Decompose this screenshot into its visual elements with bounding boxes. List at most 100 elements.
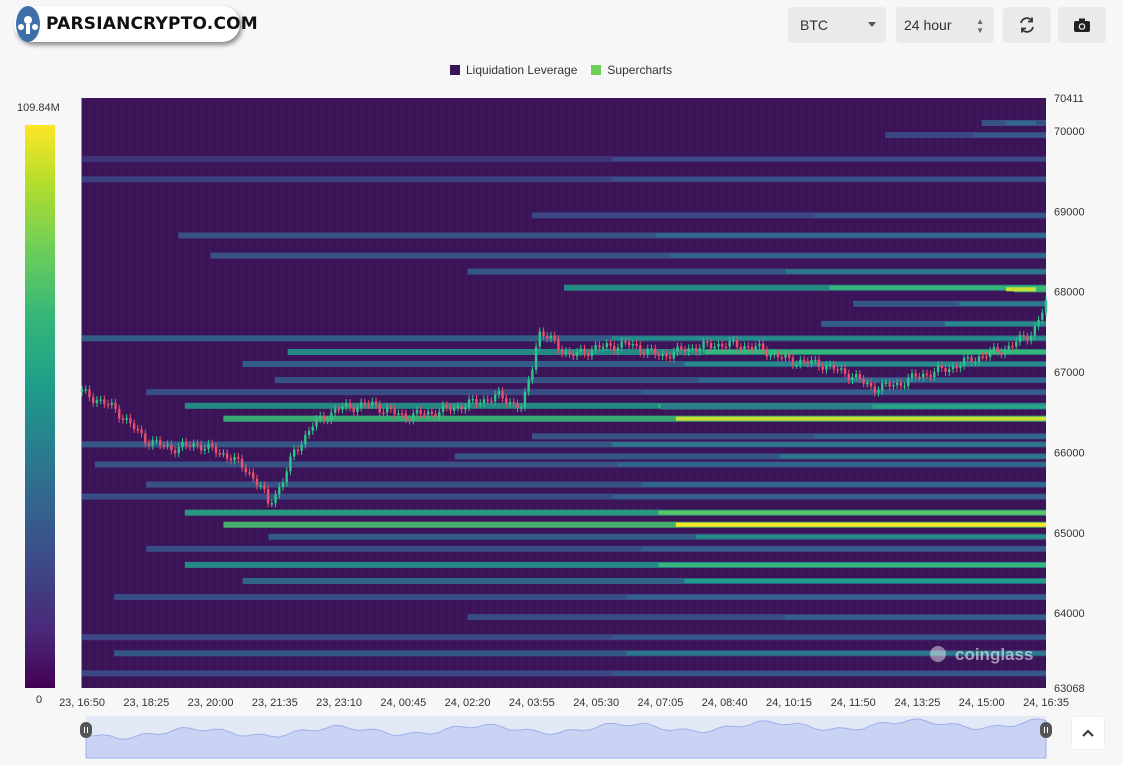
candle-body <box>1033 326 1037 336</box>
candle-body <box>516 403 519 409</box>
candle-body <box>337 408 341 411</box>
candle-body <box>493 394 497 402</box>
liquidation-band <box>82 441 1046 448</box>
candle-body <box>84 389 87 391</box>
candle-body <box>140 429 143 434</box>
candle-body <box>843 368 847 374</box>
candle-body <box>80 389 84 393</box>
candle-body <box>590 349 594 356</box>
candle-body <box>609 343 612 346</box>
liquidation-band <box>242 577 1046 584</box>
candle-body <box>925 373 929 376</box>
candle-body <box>765 350 769 357</box>
candle-body <box>970 357 973 363</box>
x-tick-label: 24, 07:05 <box>637 697 683 709</box>
candle-body <box>438 411 441 418</box>
candle-body <box>512 401 515 404</box>
liquidation-band-peak <box>959 301 1046 306</box>
watermark-label: coinglass <box>955 645 1033 664</box>
range-select[interactable]: 24 hour ▲ ▼ <box>896 7 994 43</box>
liquidation-band <box>660 403 1046 410</box>
candle-body <box>404 413 408 420</box>
candle-body <box>527 379 530 392</box>
symbol-select-value: BTC <box>800 17 828 33</box>
x-tick-label: 24, 13:25 <box>895 697 941 709</box>
y-tick-label: 67000 <box>1054 367 1085 379</box>
y-tick-label: 64000 <box>1054 608 1085 620</box>
candle-body <box>419 410 422 414</box>
candle-body <box>423 413 426 416</box>
candle-body <box>620 341 623 348</box>
chevron-down-icon <box>868 22 876 27</box>
candle-body <box>266 489 270 504</box>
legend-label-leverage[interactable]: Liquidation Leverage <box>466 63 578 77</box>
candle-body <box>546 335 549 339</box>
candle-body <box>356 407 359 412</box>
x-tick-label: 24, 15:00 <box>959 697 1005 709</box>
liquidation-band <box>146 389 1046 396</box>
candle-body <box>724 346 728 349</box>
brand-icon <box>16 6 40 42</box>
navigator-left-handle[interactable] <box>80 722 92 738</box>
candle-body <box>977 356 981 362</box>
liquidation-band <box>184 509 1046 516</box>
candle-body <box>739 347 742 350</box>
liquidation-band <box>531 212 1046 219</box>
candle-body <box>955 366 958 369</box>
liquidation-band <box>454 453 1046 460</box>
candle-body <box>274 494 277 504</box>
candle-body <box>99 399 102 401</box>
navigator-right-handle[interactable] <box>1040 722 1052 738</box>
candle-body <box>1044 300 1048 313</box>
liquidation-band-peak <box>612 635 1046 640</box>
candle-body <box>106 404 110 406</box>
candle-body <box>892 384 895 387</box>
candle-body <box>471 398 475 401</box>
refresh-icon <box>1020 17 1034 33</box>
candle-body <box>393 408 396 414</box>
candle-body <box>825 365 828 370</box>
liquidation-band-peak <box>670 253 1046 258</box>
liquidation-band <box>178 232 1046 239</box>
candle-body <box>147 443 151 446</box>
legend-label-supercharts[interactable]: Supercharts <box>607 63 673 77</box>
candle-body <box>523 391 527 408</box>
candle-body <box>787 354 791 358</box>
refresh-button[interactable] <box>1003 7 1051 43</box>
candle-body <box>348 403 352 408</box>
candle-body <box>441 405 445 412</box>
brand-logo[interactable]: PARSIANCRYPTO.COM <box>14 6 258 42</box>
symbol-select[interactable]: BTC <box>788 7 886 43</box>
y-axis: 70411 70000 69000 68000 67000 66000 65000 64000… <box>1054 93 1085 695</box>
candle-body <box>907 377 910 386</box>
liquidation-band <box>467 268 1047 275</box>
candle-body <box>903 385 906 388</box>
liquidation-band-peak <box>684 578 1046 583</box>
candle-body <box>564 351 568 354</box>
candle-body <box>88 389 91 398</box>
candle-body <box>538 331 542 347</box>
candle-body <box>456 406 460 408</box>
candle-body <box>453 407 456 411</box>
liquidation-band <box>146 481 1046 488</box>
candle-body <box>389 407 393 409</box>
candle-body <box>888 382 891 387</box>
candle-body <box>352 407 355 412</box>
screenshot-button[interactable] <box>1058 7 1106 43</box>
candle-body <box>199 444 203 451</box>
candle-body <box>650 348 653 351</box>
liquidation-band <box>146 545 1046 552</box>
liquidation-band <box>184 561 1046 568</box>
candle-body <box>881 383 884 391</box>
candle-body <box>966 357 970 359</box>
liquidation-band <box>223 415 1047 422</box>
candle-body <box>691 348 694 350</box>
candle-body <box>158 440 162 446</box>
liquidation-band-peak <box>612 336 1046 341</box>
candle-body <box>557 339 560 350</box>
candle-body <box>475 398 478 404</box>
x-tick-label: 24, 00:45 <box>380 697 426 709</box>
candle-body <box>296 449 300 452</box>
collapse-toggle-button[interactable] <box>1071 716 1105 750</box>
candle-body <box>761 343 765 351</box>
